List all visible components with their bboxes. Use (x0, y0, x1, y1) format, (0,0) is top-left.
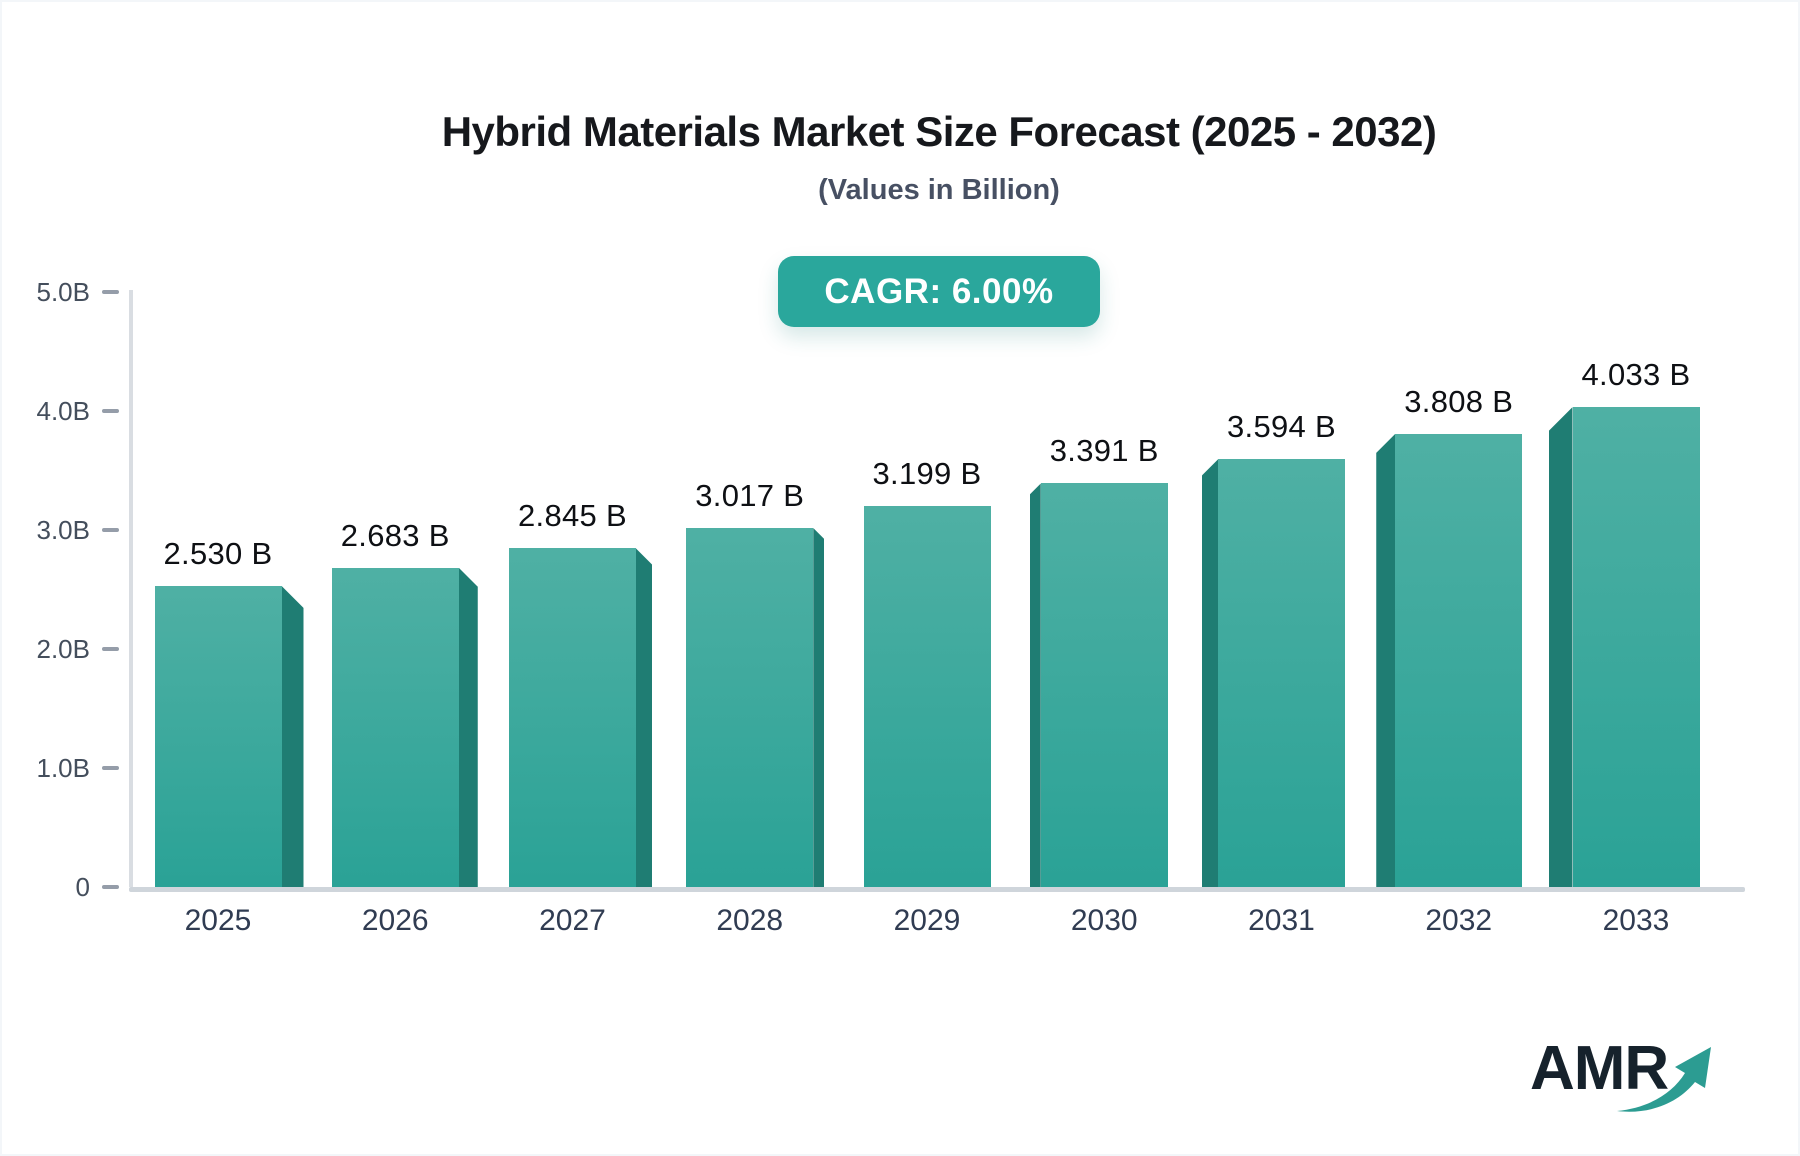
y-tick-label-2.0B: 2.0B (36, 634, 91, 664)
bar-2033 (1572, 407, 1700, 887)
bar-side-2025 (281, 585, 304, 887)
bar-side-2030 (1029, 483, 1041, 887)
bar-value-label-2031: 3.594 B (1227, 409, 1336, 445)
bar-side-2031 (1202, 459, 1218, 887)
y-axis-line (129, 290, 133, 887)
bar-side-2026 (458, 567, 478, 887)
y-tick-label-4.0B: 4.0B (36, 396, 91, 426)
x-axis-label-2032: 2032 (1425, 904, 1493, 937)
bar-2031 (1218, 459, 1345, 887)
bar-value-label-2028: 3.017 B (695, 477, 805, 513)
y-tick-mark (102, 885, 119, 889)
chart-title: Hybrid Materials Market Size Forecast (2… (441, 108, 1437, 155)
chart-subtitle: (Values in Billion) (818, 174, 1060, 206)
x-axis-label-2025: 2025 (184, 904, 252, 937)
bar-value-label-2030: 3.391 B (1049, 433, 1159, 469)
bar-side-2027 (636, 548, 652, 887)
y-tick-label-3.0B: 3.0B (36, 515, 91, 545)
bar-2030 (1040, 483, 1168, 887)
x-axis-label-2031: 2031 (1248, 904, 1315, 937)
chart-header: Hybrid Materials Market Size Forecast (2… (133, 106, 1745, 208)
bar-value-label-2033: 4.033 B (1581, 357, 1691, 393)
bar-2028 (686, 527, 814, 887)
bar-value-label-2025: 2.530 B (163, 535, 273, 571)
bar-value-label-2029: 3.199 B (872, 456, 982, 492)
x-axis-label-2029: 2029 (893, 904, 961, 937)
y-tick-mark (102, 290, 119, 294)
amr-logo: AMR (1530, 1036, 1720, 1120)
x-axis-label-2027: 2027 (539, 904, 606, 937)
bar-value-label-2026: 2.683 B (340, 517, 450, 553)
bar-side-2028 (813, 527, 825, 887)
bar-value-label-2032: 3.808 B (1404, 383, 1514, 419)
y-tick-mark (102, 409, 119, 413)
x-axis-label-2028: 2028 (716, 904, 784, 937)
bar-side-2032 (1376, 433, 1396, 887)
bar-2026 (331, 567, 459, 887)
amr-logo-text: AMR (1530, 1034, 1669, 1103)
cagr-badge: CAGR: 6.00% (778, 256, 1100, 327)
y-tick-label-0: 0 (75, 872, 90, 902)
bar-2027 (509, 548, 636, 887)
y-tick-label-1.0B: 1.0B (36, 753, 91, 783)
bar-2032 (1395, 433, 1523, 887)
y-tick-label-5.0B: 5.0B (36, 277, 91, 307)
growth-arrow-icon (1617, 1047, 1711, 1112)
x-axis-label-2026: 2026 (361, 904, 429, 937)
cagr-label: CAGR: 6.00% (824, 271, 1054, 311)
x-axis-label-2030: 2030 (1070, 904, 1138, 937)
x-axis-label-2033: 2033 (1602, 904, 1670, 937)
y-tick-mark (102, 766, 119, 770)
bar-side-2033 (1548, 407, 1573, 887)
cagr-badge-row: CAGR: 6.00% (133, 256, 1745, 327)
bar-2029 (863, 506, 991, 887)
y-tick-mark (102, 528, 119, 532)
bar-2025 (154, 585, 282, 887)
bar-value-label-2027: 2.845 B (518, 498, 627, 534)
y-tick-mark (102, 647, 119, 651)
x-axis-line (129, 887, 1745, 892)
